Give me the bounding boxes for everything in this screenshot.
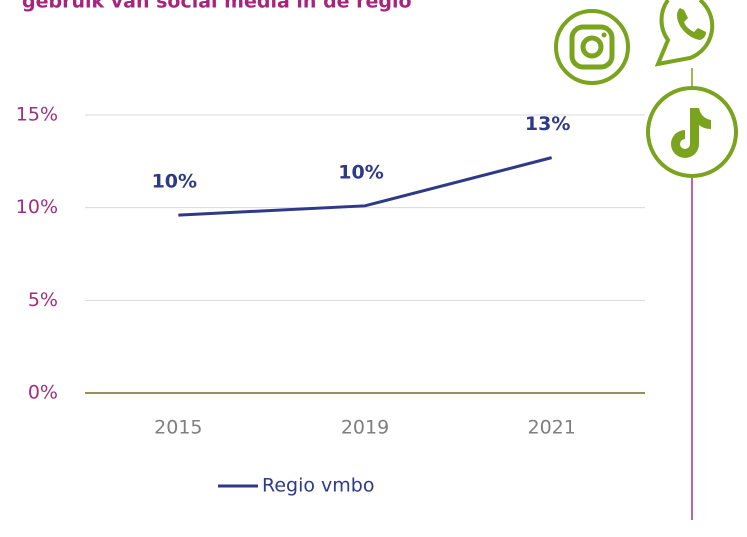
y-tick-label: 5% <box>28 289 58 311</box>
legend-label: Regio vmbo <box>262 475 374 497</box>
value-label: 13% <box>525 113 570 135</box>
y-tick-label: 0% <box>28 382 58 404</box>
y-tick-label: 15% <box>16 104 58 126</box>
tiktok-icon <box>646 86 738 178</box>
x-tick-label: 2021 <box>527 417 575 439</box>
value-label: 10% <box>152 171 197 193</box>
x-tick-label: 2015 <box>154 417 202 439</box>
line <box>178 156 553 217</box>
chart-title: gebruik van social media in de regio <box>22 0 412 13</box>
instagram-icon <box>554 9 630 85</box>
x-tick-label: 2019 <box>341 417 389 439</box>
whatsapp-icon <box>654 0 715 67</box>
y-tick-label: 10% <box>16 196 58 218</box>
value-label: 10% <box>338 161 383 183</box>
